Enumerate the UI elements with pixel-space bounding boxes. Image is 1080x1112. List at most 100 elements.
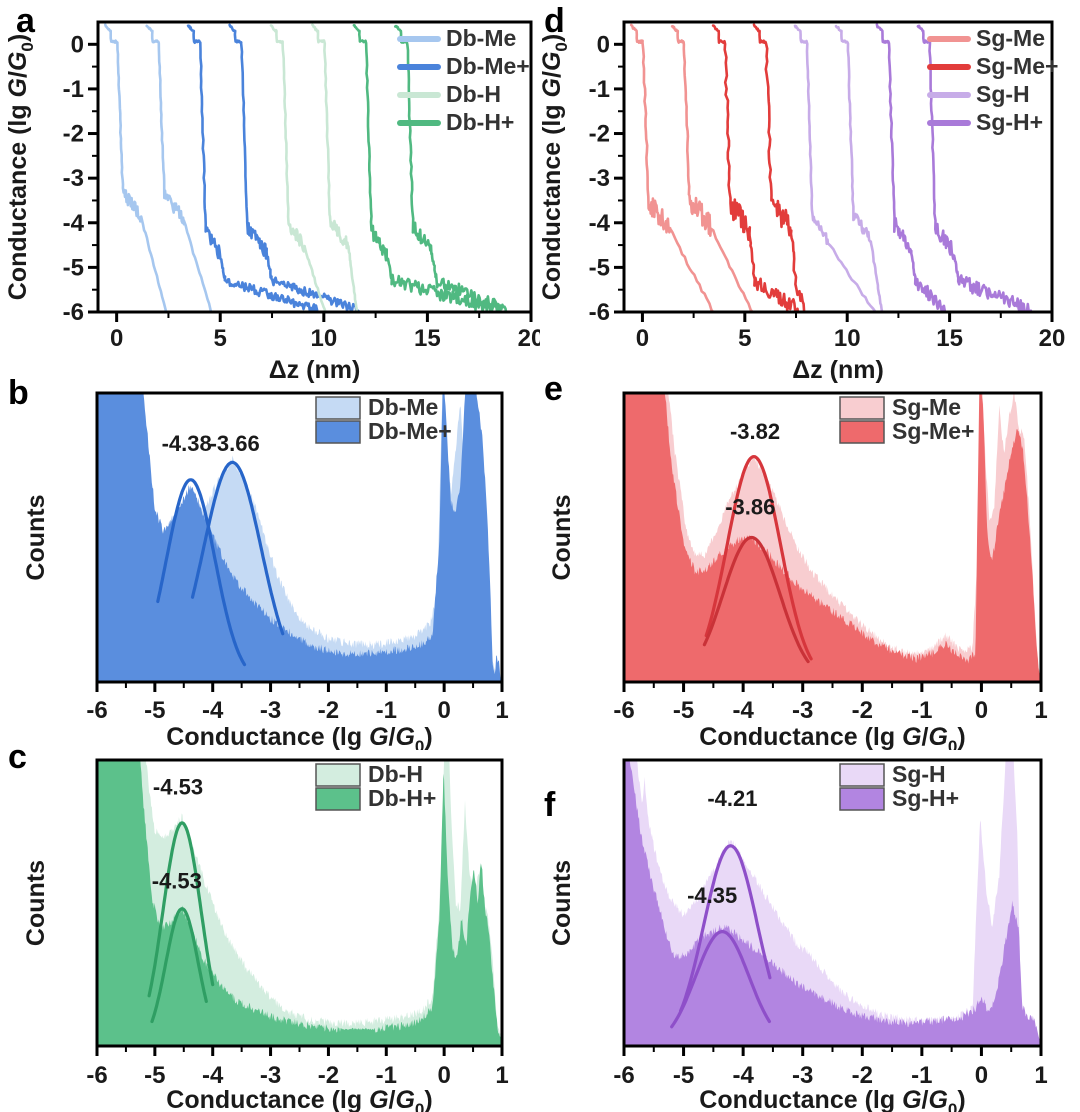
a-x-tick-label: 10 — [310, 325, 337, 352]
trace-Db-Me-0 — [104, 23, 168, 312]
panel-a-trace-chart: 0 5 10 15 20 0 -1 -2 -3 -4 -5 -6 Δz (nm) Conductance … — [4, 20, 540, 384]
legend-swatch-Sg-Me — [839, 396, 885, 420]
e-x-tick-label: -3 — [792, 697, 813, 724]
d-y-tick-label: -6 — [589, 299, 610, 326]
legend-swatch-Sg-H+ — [839, 787, 885, 811]
d-y-tick-label: -2 — [589, 121, 610, 148]
legend-label-Sg-Me+: Sg-Me+ — [892, 418, 974, 444]
fit-curve-1 — [702, 535, 810, 664]
trace-Sg-H-4 — [793, 24, 878, 312]
panel-e-histogram-chart: -6 -5 -4 -3 -2 -1 0 1 Conductance (lg G/G0) Count… — [548, 391, 1048, 750]
peak-label-1: -4.35 — [687, 883, 737, 908]
hist-fill-Db-Me+ — [97, 393, 502, 682]
f-x-tick-label: -4 — [732, 1062, 754, 1089]
panel-d-trace-chart: 0 5 10 15 20 0 -1 -2 -3 -4 -5 -6 Δz (nm) Conductance … — [540, 20, 1066, 384]
c-x-tick-label: -4 — [202, 1062, 224, 1089]
c-x-tick-label: -5 — [144, 1062, 165, 1089]
d-x-tick-label: 20 — [1039, 325, 1066, 352]
panel-c-histogram-chart: -6 -5 -4 -3 -2 -1 0 1 Conductance (lg G/G0) Count… — [22, 758, 509, 1112]
d-y-tick-label: -5 — [589, 254, 610, 281]
e-x-tick-label: 1 — [1034, 697, 1047, 724]
trace-Sg-Me+-2 — [711, 24, 800, 312]
trace-Sg-Me+-3 — [752, 23, 806, 312]
trace-Sg-H+-6 — [875, 23, 947, 312]
panel-letter-e: e — [544, 370, 563, 408]
legend-swatch-Sg-H — [839, 763, 885, 787]
peak-label-0: -4.38 — [162, 431, 212, 456]
d-x-tick-label: 10 — [834, 325, 861, 352]
trace-Db-Me+-2 — [186, 24, 319, 312]
e-x-tick-label: -2 — [852, 697, 873, 724]
legend-label-Db-Me+: Db-Me+ — [368, 418, 452, 444]
c-hist-group — [97, 760, 502, 1046]
b-x-tick-label: 1 — [495, 697, 508, 724]
fit-curve-1 — [150, 907, 208, 1024]
legend-label-Db-Me: Db-Me — [368, 394, 438, 420]
legend-label-Sg-Me: Sg-Me — [976, 25, 1045, 51]
a-y-tick-label: -6 — [63, 299, 84, 326]
c-x-tick-label: -3 — [260, 1062, 281, 1089]
fit-curve-1 — [670, 930, 771, 1029]
fit-curve-0 — [679, 844, 772, 1013]
panel-letter-a: a — [16, 2, 35, 40]
e-y-axis-label: Counts — [548, 494, 576, 580]
legend-label-Db-Me+: Db-Me+ — [446, 53, 530, 79]
e-x-tick-label: -4 — [732, 697, 754, 724]
panel-letter-d: d — [544, 2, 565, 40]
trace-Db-H-4 — [269, 24, 327, 312]
d-y-tick-label: -4 — [589, 210, 611, 237]
b-x-axis-label: Conductance (lg G/G0) — [166, 723, 432, 750]
fit-curve-0 — [147, 821, 215, 998]
panel-letter-f: f — [544, 786, 556, 824]
f-x-tick-label: -3 — [792, 1062, 813, 1089]
peak-label-0: -3.82 — [730, 419, 780, 444]
legend-label-Sg-H+: Sg-H+ — [892, 785, 959, 811]
hist-fill-Sg-Me+ — [624, 393, 1041, 682]
trace-Db-H+-6 — [352, 24, 499, 312]
f-y-axis-label: Counts — [548, 860, 576, 946]
a-x-tick-label: 0 — [110, 325, 123, 352]
legend-swatch-Db-H — [315, 763, 361, 787]
c-x-tick-label: 1 — [495, 1062, 508, 1089]
b-x-tick-label: -6 — [86, 697, 107, 724]
fit-curve-1 — [156, 478, 247, 667]
f-x-axis-label: Conductance (lg G/G0) — [699, 1086, 965, 1112]
d-y-tick-label: 0 — [597, 31, 610, 58]
e-x-tick-label: -6 — [613, 697, 634, 724]
d-y-tick-label: -3 — [589, 165, 610, 192]
a-y-tick-label: 0 — [71, 31, 84, 58]
peak-label-0: -4.21 — [707, 786, 757, 811]
b-x-tick-label: -2 — [318, 697, 339, 724]
peak-label-1: -3.66 — [210, 431, 260, 456]
a-traces-group — [104, 23, 508, 312]
f-x-tick-label: 1 — [1034, 1062, 1047, 1089]
d-x-tick-label: 5 — [738, 325, 751, 352]
e-x-axis-label: Conductance (lg G/G0) — [699, 723, 965, 750]
hist-fill-Sg-H+ — [624, 760, 1041, 1046]
peak-label-0: -4.53 — [153, 774, 203, 799]
f-x-tick-label: -1 — [911, 1062, 932, 1089]
e-hist-group — [624, 393, 1041, 682]
trace-Sg-Me-0 — [629, 23, 716, 312]
legend-swatch-Db-H+ — [315, 787, 361, 811]
legend-swatch-Db-Me+ — [315, 420, 361, 444]
f-x-tick-label: 0 — [975, 1062, 988, 1089]
legend-label-Db-H: Db-H — [368, 761, 423, 787]
panel-b-histogram-chart: -6 -5 -4 -3 -2 -1 0 1 Conductance (lg G/G0) Count… — [22, 391, 509, 750]
fit-curve-0 — [190, 460, 285, 636]
d-y-tick-label: -1 — [589, 76, 610, 103]
a-x-axis-label: Δz (nm) — [269, 356, 361, 384]
legend-label-Db-H+: Db-H+ — [368, 785, 436, 811]
legend-swatch-Sg-Me+ — [839, 420, 885, 444]
b-x-tick-label: -3 — [260, 697, 281, 724]
b-x-tick-label: 0 — [437, 697, 450, 724]
b-x-tick-label: -5 — [144, 697, 165, 724]
trace-Db-Me+-3 — [228, 23, 361, 312]
legend-label-Sg-H: Sg-H — [892, 761, 946, 787]
panel-letter-b: b — [8, 374, 29, 412]
a-plot-frame — [96, 20, 533, 314]
c-x-tick-label: 0 — [437, 1062, 450, 1089]
b-hist-group — [97, 393, 502, 682]
f-x-tick-label: -6 — [613, 1062, 634, 1089]
